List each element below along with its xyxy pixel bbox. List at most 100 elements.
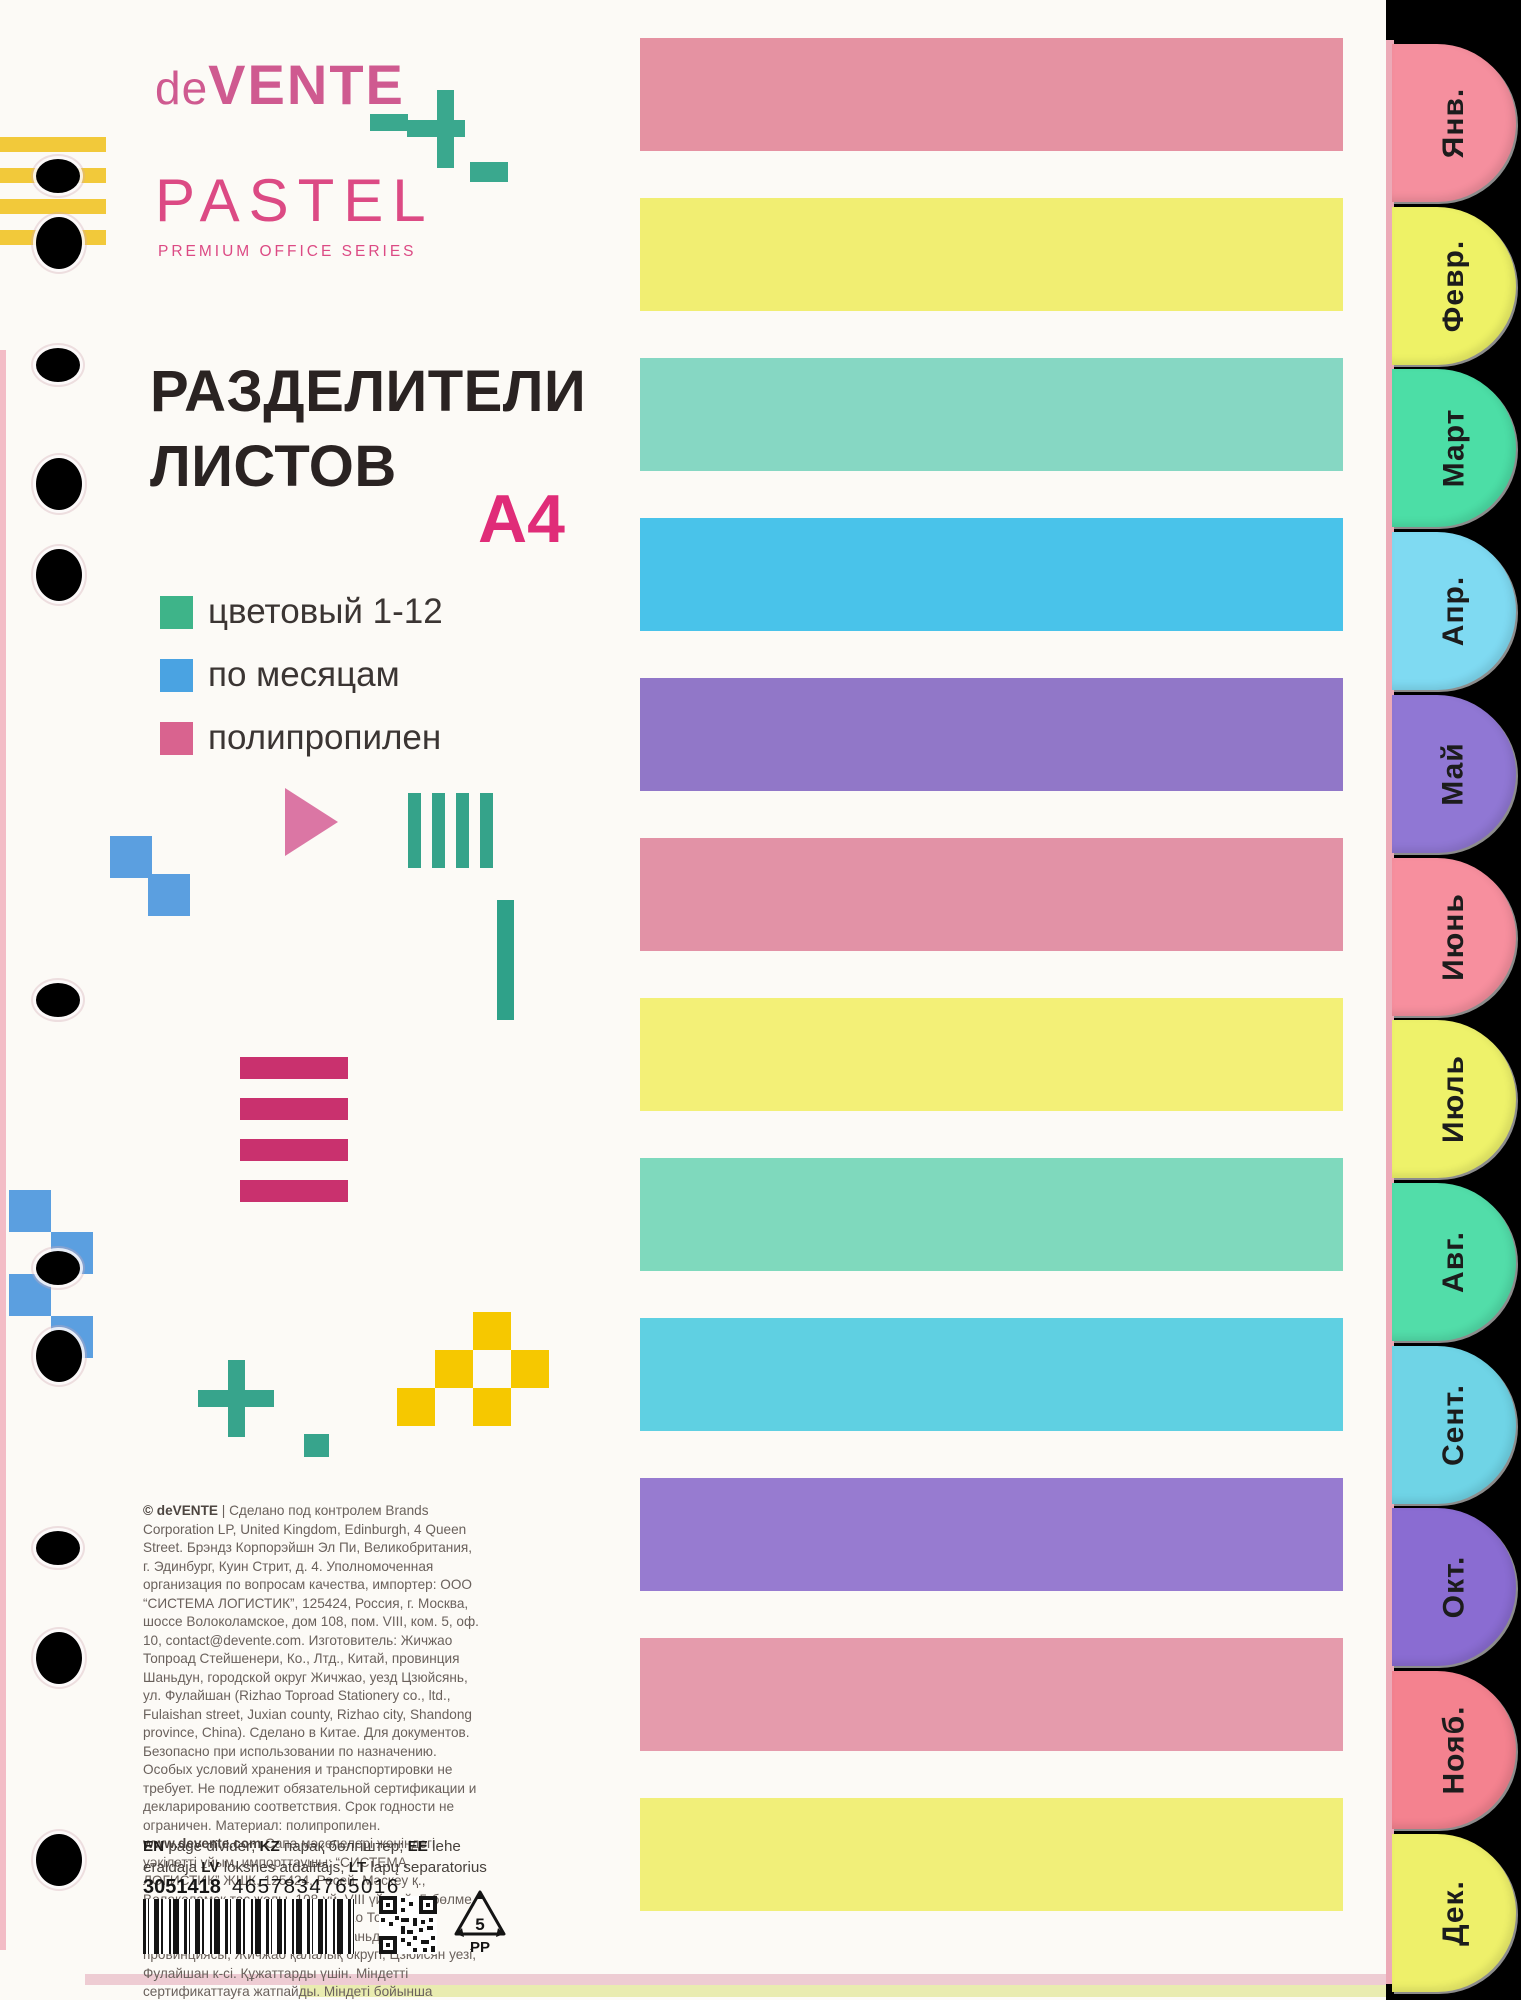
punch-hole	[36, 1632, 82, 1684]
decor-yellow-checker-square	[397, 1388, 435, 1426]
feature-swatch-icon	[160, 658, 193, 692]
fine-print-website: www.devente.com	[143, 1836, 262, 1851]
sheet-stack-edge-right	[1386, 40, 1394, 1984]
punch-hole	[36, 159, 80, 193]
punch-hole	[36, 217, 82, 269]
tab-month-label: Май	[1436, 742, 1470, 806]
punch-hole	[36, 348, 80, 382]
tab-month-label: Июнь	[1437, 892, 1470, 981]
tab-month-3: Март	[1392, 369, 1516, 528]
decor-teal-cross-vertical	[228, 1360, 245, 1437]
color-bar-10	[640, 1478, 1343, 1591]
decor-yellow-stripe	[0, 137, 106, 152]
decor-blue-square	[9, 1190, 51, 1232]
feature-item-1: цветовый 1-12	[160, 592, 443, 632]
tab-month-7: Июль	[1392, 1020, 1516, 1179]
decor-magenta-stripe	[240, 1057, 348, 1079]
tab-month-10: Окт.	[1392, 1508, 1516, 1667]
tab-month-label: Июль	[1437, 1055, 1470, 1144]
tab-month-label: Окт.	[1437, 1555, 1470, 1619]
tab-month-5: Май	[1392, 694, 1516, 853]
feature-item-2: по месяцам	[160, 655, 443, 695]
decor-magenta-stripe	[240, 1180, 348, 1202]
series-subtitle: PREMIUM OFFICE SERIES	[158, 243, 417, 260]
decor-yellow-checker-square	[473, 1388, 511, 1426]
decor-teal-small-square	[304, 1434, 329, 1457]
paper-format: A4	[478, 481, 565, 557]
sku-number: 3051418	[143, 1876, 221, 1898]
tab-month-label: Нояб.	[1437, 1705, 1470, 1795]
recycling-triangle-icon: 5 PP	[452, 1888, 508, 1961]
devente-logo: de VENTE	[155, 52, 405, 117]
ean-number: 4657834765016	[232, 1875, 400, 1898]
punch-hole	[36, 1531, 80, 1565]
tab-month-12: Дек.	[1392, 1833, 1516, 1992]
feature-label: цветовый 1-12	[208, 592, 443, 631]
tab-month-8: Авг.	[1392, 1182, 1516, 1341]
title-line2: ЛИСТОВ	[150, 434, 397, 499]
tab-month-6: Июнь	[1392, 857, 1516, 1016]
color-bar-8	[640, 1158, 1343, 1271]
language-list: EN page divider; KZ парақ бөлгіштер; EE …	[143, 1836, 515, 1878]
color-bar-12	[640, 1798, 1343, 1911]
decor-teal-stripe	[480, 793, 493, 868]
decor-magenta-stripe	[240, 1098, 348, 1120]
decor-yellow-checker-square	[473, 1312, 511, 1350]
page-title: РАЗДЕЛИТЕЛИ ЛИСТОВ	[150, 354, 586, 504]
decor-blue-square	[148, 874, 190, 916]
title-line1: РАЗДЕЛИТЕЛИ	[150, 359, 587, 424]
fine-print-lead: © deVENTE	[143, 1503, 218, 1518]
sheet-stack-edge-bottom-yellow	[300, 1985, 1386, 1997]
feature-list: цветовый 1-12 по месяцам полипропилен	[160, 592, 443, 781]
decor-teal-stripe	[432, 793, 445, 868]
punch-hole	[36, 1330, 82, 1382]
language-code: LV	[201, 1859, 224, 1876]
decor-teal-stripe	[408, 793, 421, 868]
sheet-stack-edge-bottom-pink	[85, 1974, 1386, 1985]
decor-teal-square	[470, 162, 508, 182]
color-bar-4	[640, 518, 1343, 631]
punch-hole	[36, 1251, 80, 1285]
decor-magenta-stripe	[240, 1139, 348, 1161]
tab-month-label: Авг.	[1437, 1230, 1470, 1293]
logo-vente: VENTE	[208, 53, 405, 116]
color-bar-3	[640, 358, 1343, 471]
decor-pink-triangle	[285, 788, 338, 856]
decor-yellow-checker-square	[511, 1350, 549, 1388]
language-code: EE	[407, 1838, 433, 1855]
color-bar-9	[640, 1318, 1343, 1431]
decor-yellow-checker-square	[435, 1350, 473, 1388]
tab-month-2: Февр.	[1392, 206, 1516, 365]
legal-fine-print: © deVENTE | Сделано под контролем Brands…	[143, 1502, 481, 2000]
tab-month-label: Февр.	[1437, 239, 1470, 332]
feature-label: по месяцам	[208, 655, 400, 694]
sheet-stack-edge-left	[0, 350, 6, 1950]
language-name: lapų separatorius	[370, 1859, 487, 1876]
feature-item-3: полипропилен	[160, 718, 443, 758]
color-bar-1	[640, 38, 1343, 151]
punch-hole	[36, 983, 80, 1017]
color-bar-5	[640, 678, 1343, 791]
language-code: EN	[143, 1838, 169, 1855]
color-bar-11	[640, 1638, 1343, 1751]
tab-month-label: Сент.	[1437, 1383, 1470, 1466]
color-bar-7	[640, 998, 1343, 1111]
color-bar-6	[640, 838, 1343, 951]
feature-swatch-icon	[160, 721, 193, 755]
language-name: lehe eraldaja	[143, 1838, 461, 1876]
tab-month-9: Сент.	[1392, 1345, 1516, 1504]
tab-month-label: Апр.	[1436, 575, 1470, 647]
tab-month-label: Янв.	[1437, 87, 1470, 159]
decor-teal-tall-bar	[497, 900, 514, 1020]
feature-label: полипропилен	[208, 718, 442, 757]
decor-blue-square	[110, 836, 152, 878]
language-name: loksnes atdalītājs;	[223, 1859, 349, 1876]
tab-month-label: Дек.	[1437, 1879, 1470, 1946]
decor-teal-plus-horizontal	[407, 120, 465, 137]
logo-de: de	[155, 62, 209, 114]
tab-month-11: Нояб.	[1392, 1671, 1516, 1829]
tab-month-4: Апр.	[1392, 532, 1516, 691]
recycling-number-glyph: 5	[475, 1915, 484, 1934]
barcode-icon	[143, 1899, 355, 1954]
